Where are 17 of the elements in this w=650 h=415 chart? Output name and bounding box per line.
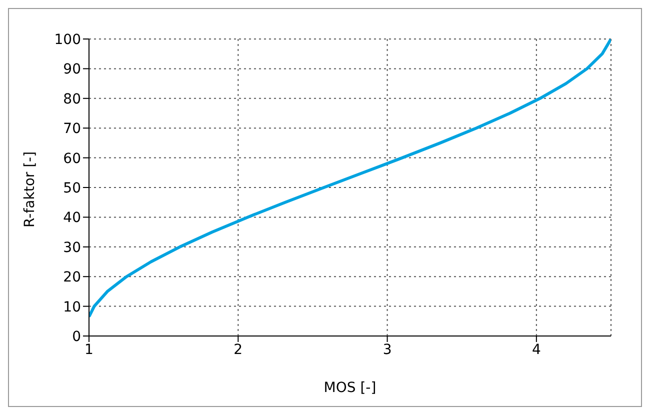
- y-tick-label: 70: [63, 121, 81, 138]
- x-tick-label: 4: [532, 342, 541, 358]
- y-tick-label: 50: [63, 180, 81, 196]
- y-tick-label: 80: [63, 91, 81, 108]
- y-tick-label: 10: [63, 299, 81, 316]
- y-tick-label: 90: [63, 62, 81, 78]
- y-tick-label: 40: [63, 210, 81, 226]
- x-tick-label: 2: [234, 342, 243, 358]
- y-tick-label: 60: [63, 150, 81, 167]
- y-tick-label: 0: [72, 328, 81, 345]
- x-tick-label: 3: [382, 342, 392, 358]
- x-axis-title: MOS [-]: [324, 380, 376, 396]
- y-axis-title: R-faktor [-]: [22, 151, 38, 228]
- y-tick-label: 30: [63, 240, 81, 256]
- x-tick-label: 1: [84, 342, 94, 358]
- y-tick-label: 100: [54, 32, 81, 48]
- y-tick-label: 20: [63, 270, 81, 286]
